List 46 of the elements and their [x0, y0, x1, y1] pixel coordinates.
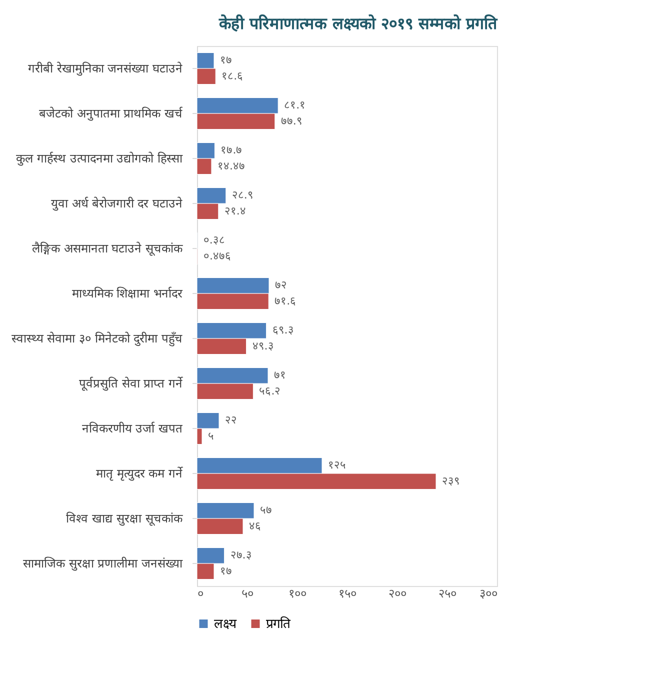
x-tick-label: १०० — [288, 586, 306, 600]
data-label: ७२ — [275, 278, 287, 292]
data-label: १८.६ — [222, 69, 244, 82]
data-label: ०.४७६ — [203, 249, 231, 262]
data-label: २३९ — [442, 474, 460, 488]
legend-label: प्रगति — [266, 616, 291, 632]
data-label: ५ — [208, 429, 214, 442]
y-tick-label: पूर्वप्रसुति सेवा प्राप्त गर्ने — [79, 376, 184, 392]
data-label: ४६ — [249, 519, 261, 532]
data-label: ५६.२ — [259, 384, 281, 398]
x-tick-label: १५० — [338, 586, 356, 600]
data-label: ८१.१ — [284, 98, 306, 112]
y-tick-label: गरीबी रेखामुनिका जनसंख्या घटाउने — [28, 62, 182, 76]
data-label: ७१ — [274, 368, 286, 382]
chart-title: केही परिमाणात्मक लक्ष्यको २०१९ सम्मको प्रगति — [218, 14, 498, 33]
data-label: १७ — [220, 54, 232, 67]
data-label: २१.४ — [224, 204, 246, 218]
y-tick-label: सामाजिक सुरक्षा प्रणालीमा जनसंख्या — [23, 556, 184, 572]
data-label: ४९.३ — [252, 339, 274, 352]
data-label: १४.४७ — [217, 159, 245, 172]
x-tick-label: २०० — [388, 586, 406, 600]
y-tick-label: मातृ मृत्युदर कम गर्ने — [96, 466, 184, 482]
data-label: २२ — [225, 414, 237, 427]
y-tick-label: नविकरणीय उर्जा खपत — [82, 422, 184, 436]
y-tick-label: कुल गार्हस्थ उत्पादनमा उद्योगको हिस्सा — [16, 152, 184, 166]
y-tick-label: युवा अर्ध बेरोजगारी दर घटाउने — [51, 196, 182, 212]
x-tick-label: ० — [198, 586, 204, 600]
y-tick-label: माध्यमिक शिक्षामा भर्नादर — [72, 286, 184, 300]
y-tick-label: स्वास्थ्य सेवामा ३० मिनेटको दुरीमा पहुँच — [11, 332, 182, 346]
data-label: २८.९ — [232, 188, 254, 202]
x-tick-label: २५० — [438, 586, 456, 600]
y-tick-label: लैङ्गिक असमानता घटाउने सूचकांक — [32, 242, 184, 256]
data-label: २७.३ — [230, 548, 252, 562]
data-label: ०.३८ — [203, 234, 225, 247]
y-tick-label: बजेटको अनुपातमा प्राथमिक खर्च — [39, 106, 184, 122]
data-label: १७ — [220, 564, 232, 578]
x-tick-label: ५० — [242, 586, 254, 600]
data-label: ५७ — [260, 504, 272, 517]
data-label: ७१.६ — [274, 294, 296, 308]
data-label: १७.७ — [220, 144, 242, 157]
data-label: १२५ — [328, 458, 346, 472]
legend-label: लक्ष्य — [214, 616, 237, 632]
data-label: ६९.३ — [272, 324, 294, 337]
y-tick-label: विश्व खाद्य सुरक्षा सूचकांक — [66, 512, 184, 526]
x-tick-label: ३०० — [480, 586, 498, 600]
data-label: ७७.९ — [280, 114, 302, 128]
